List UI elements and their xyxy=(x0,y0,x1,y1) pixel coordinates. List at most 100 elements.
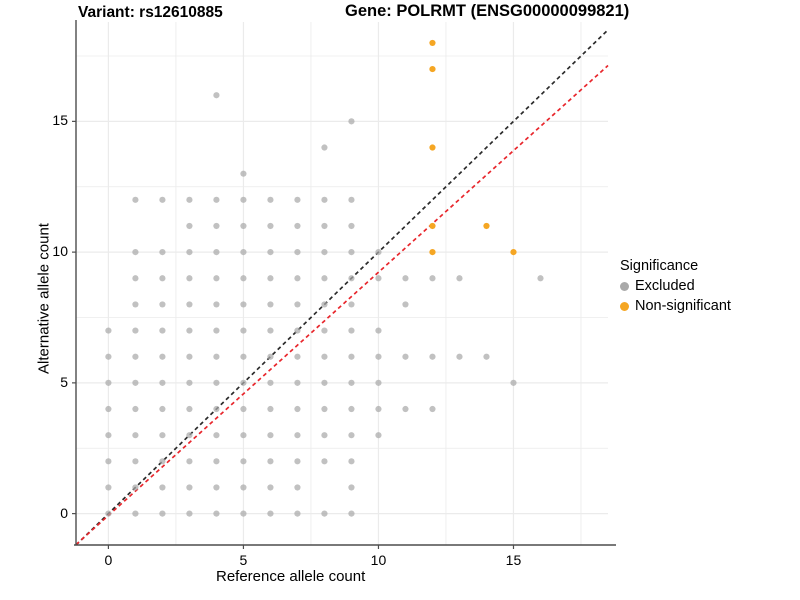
data-point xyxy=(213,222,220,230)
data-point xyxy=(132,432,139,439)
data-point xyxy=(186,222,193,230)
data-point xyxy=(213,196,220,203)
data-point xyxy=(267,510,274,517)
data-point xyxy=(321,379,328,386)
data-point xyxy=(348,118,355,125)
data-point xyxy=(186,301,193,308)
data-point xyxy=(240,275,247,282)
data-point xyxy=(321,275,328,282)
data-point xyxy=(294,249,301,256)
data-point xyxy=(267,222,274,230)
y-tick-label: 5 xyxy=(60,373,68,390)
data-point xyxy=(429,39,436,47)
data-point xyxy=(105,510,112,517)
data-point xyxy=(321,222,328,230)
data-point xyxy=(213,249,220,256)
legend-key-icon xyxy=(620,301,629,311)
data-point xyxy=(321,432,328,439)
data-point xyxy=(213,327,220,334)
data-point xyxy=(213,484,220,491)
data-point xyxy=(159,327,166,334)
data-point xyxy=(267,301,274,308)
data-point xyxy=(213,379,220,386)
data-point xyxy=(267,458,274,465)
data-point xyxy=(132,484,139,491)
data-point xyxy=(159,458,166,465)
data-point xyxy=(132,327,139,334)
data-point xyxy=(240,458,247,465)
data-point xyxy=(429,65,436,73)
data-point xyxy=(375,432,382,439)
legend-title: Significance xyxy=(620,258,699,274)
data-point xyxy=(294,222,301,230)
data-point xyxy=(348,196,355,203)
data-point xyxy=(105,379,112,386)
data-point xyxy=(348,249,355,256)
data-point xyxy=(402,275,409,282)
data-point xyxy=(294,196,301,203)
data-point xyxy=(321,301,328,308)
data-point xyxy=(159,196,166,203)
data-point xyxy=(132,196,139,203)
data-point xyxy=(159,379,166,386)
data-point xyxy=(456,353,463,360)
data-point xyxy=(267,353,274,360)
data-point xyxy=(321,327,328,334)
data-point xyxy=(348,432,355,439)
data-point xyxy=(132,353,139,360)
reference-line-identity xyxy=(75,29,609,546)
data-points xyxy=(105,39,544,517)
data-point xyxy=(402,405,409,413)
data-point xyxy=(267,249,274,256)
data-point xyxy=(375,327,382,334)
data-point xyxy=(213,275,220,282)
data-point xyxy=(186,196,193,203)
data-point xyxy=(213,92,220,99)
y-axis-title: Alternative allele count xyxy=(35,223,53,374)
data-point xyxy=(267,432,274,439)
data-point xyxy=(105,327,112,334)
data-point xyxy=(294,405,301,413)
legend-item-non-significant[interactable]: Non-significant xyxy=(620,296,731,316)
legend-item-excluded[interactable]: Excluded xyxy=(620,276,731,296)
data-point xyxy=(213,405,220,413)
data-point xyxy=(402,301,409,308)
data-point xyxy=(105,484,112,491)
data-point xyxy=(186,327,193,334)
data-point xyxy=(348,301,355,308)
data-point xyxy=(294,353,301,360)
data-point xyxy=(240,327,247,334)
legend: Significance Excluded Non-significant xyxy=(620,258,731,316)
data-point xyxy=(213,432,220,439)
panel-rect xyxy=(76,22,608,545)
data-point xyxy=(294,484,301,491)
data-point xyxy=(321,405,328,413)
data-point xyxy=(105,432,112,439)
y-tick-label: 10 xyxy=(52,243,68,260)
x-tick-label: 5 xyxy=(239,552,248,568)
data-point xyxy=(375,379,382,386)
data-point xyxy=(294,510,301,517)
data-point xyxy=(267,379,274,386)
data-point xyxy=(429,222,436,230)
data-point xyxy=(240,222,247,230)
data-point xyxy=(429,275,436,282)
y-tick-label: 0 xyxy=(60,504,68,521)
data-point xyxy=(186,510,193,517)
data-point xyxy=(159,275,166,282)
data-point xyxy=(240,510,247,517)
data-point xyxy=(240,432,247,439)
data-point xyxy=(483,222,490,230)
legend-item-label: Non-significant xyxy=(635,298,731,314)
data-point xyxy=(348,458,355,465)
y-tick-label: 15 xyxy=(52,112,68,129)
data-point xyxy=(294,275,301,282)
data-point xyxy=(213,301,220,308)
data-point xyxy=(267,484,274,491)
data-point xyxy=(186,405,193,413)
legend-items: Excluded Non-significant xyxy=(620,276,731,316)
data-point xyxy=(159,301,166,308)
data-point xyxy=(429,144,436,151)
data-point xyxy=(510,379,517,386)
data-point xyxy=(402,353,409,360)
